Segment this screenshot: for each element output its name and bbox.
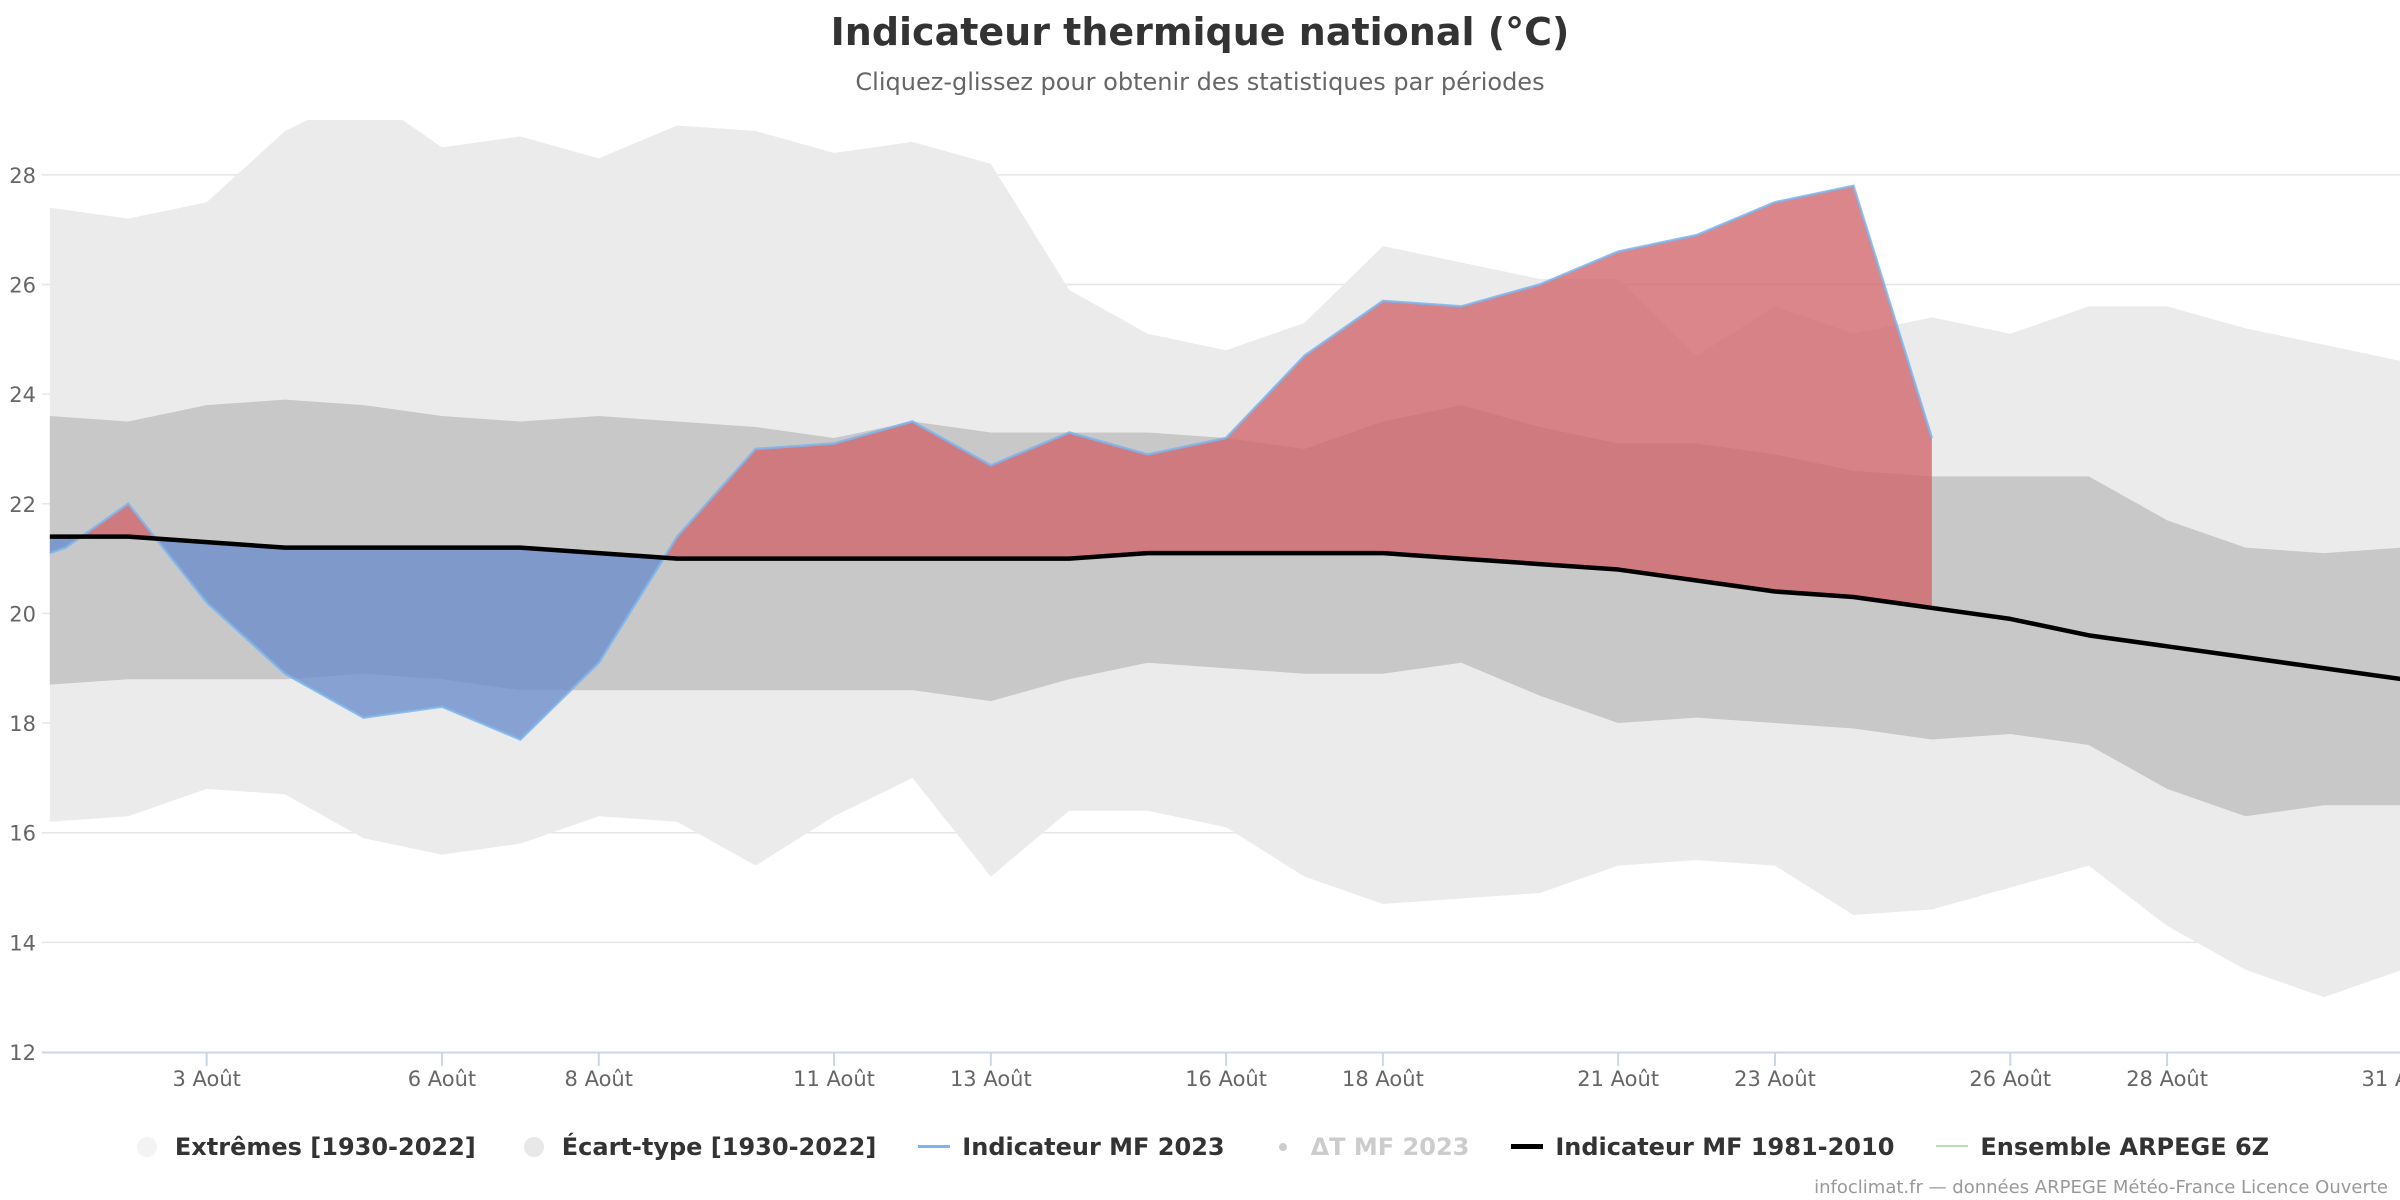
warm-anomaly-area-3 xyxy=(664,185,1932,608)
legend-label-extremes: Extrêmes [1930-2022] xyxy=(174,1133,476,1161)
x-tick-label: 16 Août xyxy=(1185,1067,1267,1091)
legend-label-ecart-type: Écart-type [1930-2022] xyxy=(561,1133,877,1161)
y-tick-label: 26 xyxy=(9,273,36,297)
legend-symbol-extremes xyxy=(131,1135,163,1159)
cold-anomaly-area-2 xyxy=(155,538,665,740)
legend-symbol-ecart-type xyxy=(518,1135,550,1159)
axes: 12 14 16 18 20 22 24 26 28 3 Août 6 Août 8 Août 11 A… xyxy=(9,164,2400,1091)
x-tick-label: 21 Août xyxy=(1577,1067,1659,1091)
credits-link[interactable]: infoclimat.fr — données ARPEGE Météo-Fra… xyxy=(1814,1177,2388,1198)
y-tick-label: 16 xyxy=(9,822,36,846)
legend-symbol-delta-t xyxy=(1267,1135,1299,1159)
y-tick-label: 28 xyxy=(9,164,36,188)
x-tick-label: 6 Août xyxy=(408,1067,476,1091)
legend-item-arpege[interactable]: Ensemble ARPEGE 6Z xyxy=(1936,1133,2269,1161)
legend-label-delta-t: ΔT MF 2023 xyxy=(1310,1133,1470,1161)
x-tick-label: 3 Août xyxy=(172,1067,240,1091)
normal-1981-2010-line xyxy=(49,534,2400,682)
x-tick-label: 13 Août xyxy=(950,1067,1032,1091)
y-tick-label: 12 xyxy=(9,1041,36,1065)
legend: Extrêmes [1930-2022] Écart-type [1930-20… xyxy=(0,1127,2400,1167)
legend-symbol-indicateur-2023 xyxy=(918,1135,951,1159)
legend-label-normale: Indicateur MF 1981-2010 xyxy=(1555,1133,1895,1161)
y-tick-label: 18 xyxy=(9,712,36,736)
x-tick-label: 18 Août xyxy=(1342,1067,1424,1091)
legend-label-indicateur-2023: Indicateur MF 2023 xyxy=(962,1133,1225,1161)
y-tick-label: 24 xyxy=(9,383,36,407)
y-tick-label: 14 xyxy=(9,931,36,955)
chart-title: Indicateur thermique national (°C) xyxy=(830,10,1570,54)
x-tick-label: 8 Août xyxy=(565,1067,633,1091)
legend-label-arpege: Ensemble ARPEGE 6Z xyxy=(1980,1133,2270,1161)
legend-item-normale[interactable]: Indicateur MF 1981-2010 xyxy=(1511,1133,1894,1161)
indicator-2023-line xyxy=(49,184,1934,741)
warm-anomaly-area-1 xyxy=(81,503,156,539)
x-tick-label: 11 Août xyxy=(793,1067,875,1091)
x-tick-label: 28 Août xyxy=(2126,1067,2208,1091)
legend-item-extremes[interactable]: Extrêmes [1930-2022] xyxy=(131,1133,476,1161)
chart-subtitle: Cliquez-glissez pour obtenir des statist… xyxy=(855,68,1545,96)
legend-item-delta-t[interactable]: ΔT MF 2023 xyxy=(1267,1133,1470,1161)
x-tick-label: 26 Août xyxy=(1969,1067,2051,1091)
x-tick-label: 31 Août xyxy=(2361,1067,2400,1091)
legend-item-ecart-type[interactable]: Écart-type [1930-2022] xyxy=(518,1133,877,1161)
legend-item-indicateur-2023[interactable]: Indicateur MF 2023 xyxy=(918,1133,1225,1161)
legend-symbol-arpege xyxy=(1936,1135,1969,1159)
y-tick-label: 20 xyxy=(9,602,36,626)
x-tick-label: 23 Août xyxy=(1734,1067,1816,1091)
legend-symbol-normale xyxy=(1511,1135,1544,1159)
y-tick-label: 22 xyxy=(9,493,36,517)
